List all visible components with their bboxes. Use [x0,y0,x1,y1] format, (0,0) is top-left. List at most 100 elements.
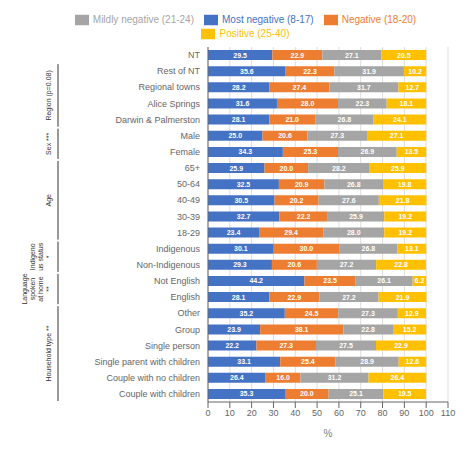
svg-text:19.2: 19.2 [398,213,412,220]
svg-text:20.5: 20.5 [397,52,411,59]
svg-text:110: 110 [441,408,455,418]
svg-text:13.1: 13.1 [405,245,419,252]
svg-text:34.3: 34.3 [239,148,253,155]
svg-text:22.2: 22.2 [225,342,239,349]
svg-text:%: % [324,428,333,439]
svg-text:24.1: 24.1 [393,116,407,123]
svg-text:31.2: 31.2 [328,374,342,381]
svg-text:24.5: 24.5 [305,310,319,317]
svg-text:21.0: 21.0 [285,116,299,123]
svg-text:15.2: 15.2 [403,326,417,333]
svg-text:22.9: 22.9 [287,294,301,301]
svg-text:90: 90 [399,408,409,418]
svg-text:30.5: 30.5 [234,197,248,204]
svg-text:26.8: 26.8 [347,181,361,188]
svg-text:28.0: 28.0 [301,100,315,107]
svg-text:32.5: 32.5 [237,181,251,188]
svg-text:NT: NT [188,50,200,60]
svg-text:12.7: 12.7 [406,84,420,91]
svg-text:40: 40 [290,408,300,418]
svg-text:26.4: 26.4 [230,374,244,381]
svg-text:28.2: 28.2 [232,84,246,91]
svg-text:Single parent with children: Single parent with children [94,357,200,367]
svg-text:28.0: 28.0 [347,229,361,236]
svg-text:Sex ***: Sex *** [46,132,53,154]
svg-text:23.5: 23.5 [323,277,337,284]
svg-text:Female: Female [170,147,200,157]
svg-text:19.5: 19.5 [398,390,412,397]
svg-text:30-39: 30-39 [177,212,200,222]
svg-text:20.0: 20.0 [300,390,314,397]
svg-text:27.3: 27.3 [279,342,293,349]
svg-text:26.4: 26.4 [391,374,405,381]
svg-text:29.4: 29.4 [284,229,298,236]
svg-text:20.6: 20.6 [278,132,292,139]
svg-text:28.1: 28.1 [232,116,246,123]
svg-text:31.7: 31.7 [357,84,371,91]
svg-text:22.3: 22.3 [303,68,317,75]
svg-text:0: 0 [205,408,210,418]
svg-text:English: English [170,292,200,302]
svg-text:29.3: 29.3 [233,261,247,268]
svg-text:60: 60 [334,408,344,418]
svg-text:Alice Springs: Alice Springs [147,99,200,109]
svg-text:20.9: 20.9 [295,181,309,188]
svg-text:25.3: 25.3 [304,148,318,155]
svg-text:22.8: 22.8 [361,326,375,333]
svg-text:21.9: 21.9 [396,294,410,301]
svg-text:50: 50 [312,408,322,418]
svg-text:Region (p=0.08): Region (p=0.08) [46,70,54,120]
svg-text:27.3: 27.3 [330,132,344,139]
svg-text:20.0: 20.0 [280,165,294,172]
svg-text:38.1: 38.1 [295,326,309,333]
svg-text:70: 70 [356,408,366,418]
svg-text:33.1: 33.1 [237,358,251,365]
svg-text:Rest of NT: Rest of NT [157,66,201,76]
svg-text:22.2: 22.2 [297,213,311,220]
svg-text:30.1: 30.1 [234,245,248,252]
svg-text:Other: Other [177,308,200,318]
svg-text:22.9: 22.9 [394,342,408,349]
svg-text:Household type **: Household type ** [46,325,54,381]
svg-text:26.1: 26.1 [377,277,391,284]
svg-text:100: 100 [419,408,434,418]
svg-text:25.9: 25.9 [229,165,243,172]
svg-text:Non-Indigenous: Non-Indigenous [136,260,200,270]
svg-text:20.6: 20.6 [288,261,302,268]
svg-text:Age: Age [46,194,54,207]
svg-text:44.2: 44.2 [249,277,263,284]
svg-text:19.8: 19.8 [398,181,412,188]
svg-text:25.1: 25.1 [349,390,363,397]
svg-text:28.9: 28.9 [360,358,374,365]
svg-text:16.0: 16.0 [276,374,290,381]
svg-text:27.6: 27.6 [342,197,356,204]
svg-text:12.9: 12.9 [405,310,419,317]
svg-text:25.0: 25.0 [228,132,242,139]
svg-text:6.2: 6.2 [415,277,425,284]
svg-text:23.4: 23.4 [227,229,241,236]
svg-text:Indigenous status*: Indigenous status* [30,242,53,271]
svg-text:Couple with children: Couple with children [119,389,200,399]
svg-text:28.2: 28.2 [332,165,346,172]
svg-text:Darwin & Palmerston: Darwin & Palmerston [115,115,200,125]
svg-text:21.8: 21.8 [396,197,410,204]
svg-text:27.1: 27.1 [345,52,359,59]
svg-text:25.4: 25.4 [301,358,315,365]
svg-text:26.9: 26.9 [361,148,375,155]
svg-text:27.4: 27.4 [293,84,307,91]
svg-text:27.2: 27.2 [340,261,354,268]
svg-text:Male: Male [180,131,200,141]
svg-text:80: 80 [378,408,388,418]
svg-text:25.9: 25.9 [391,165,405,172]
svg-text:Languagespokenat home**: Languagespokenat home** [22,273,53,304]
svg-text:18-29: 18-29 [177,228,200,238]
svg-text:22.8: 22.8 [394,261,408,268]
svg-text:32.7: 32.7 [237,213,251,220]
svg-text:Indigenous: Indigenous [156,244,201,254]
svg-text:29.5: 29.5 [233,52,247,59]
svg-text:Not English: Not English [154,276,200,286]
svg-text:27.3: 27.3 [361,310,375,317]
svg-text:50-64: 50-64 [177,179,200,189]
svg-text:22.9: 22.9 [291,52,305,59]
svg-text:Couple with no children: Couple with no children [106,373,200,383]
